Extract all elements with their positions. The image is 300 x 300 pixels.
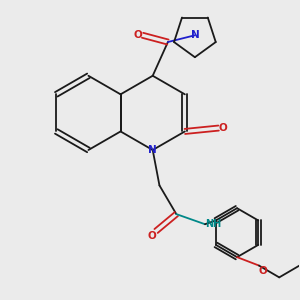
Text: O: O xyxy=(219,123,227,133)
Text: O: O xyxy=(134,30,142,40)
Text: O: O xyxy=(147,231,156,241)
Text: O: O xyxy=(259,266,268,276)
Text: N: N xyxy=(190,30,199,40)
Text: NH: NH xyxy=(205,219,221,229)
Text: N: N xyxy=(148,145,157,155)
